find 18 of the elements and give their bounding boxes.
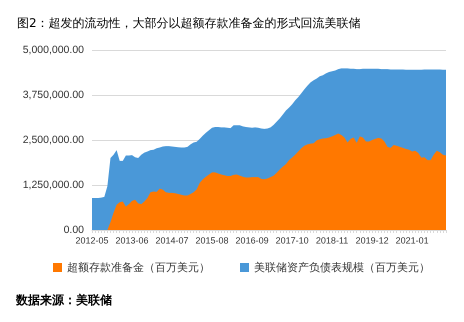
source-note: 数据来源：美联储 [15, 293, 112, 307]
legend-label: 美联储资产负债表规模（百万美元） [254, 261, 430, 274]
y-tick-label: 3,750,000.00 [22, 89, 84, 101]
x-tick-label: 2012-05 [75, 236, 109, 246]
chart-title: 图2：超发的流动性，大部分以超额存款准备金的形式回流美联储 [17, 16, 361, 30]
y-tick-label: 2,500,000.00 [22, 134, 84, 146]
y-tick-label: 5,000,000.00 [22, 44, 84, 56]
x-tick-label: 2019-12 [356, 236, 389, 246]
legend-label: 超额存款准备金（百万美元） [67, 261, 210, 274]
x-tick-label: 2016-09 [236, 236, 269, 246]
x-tick-label: 2018-11 [316, 236, 348, 246]
y-tick-label: 0.00 [64, 224, 84, 236]
y-tick-label: 1,250,000.00 [22, 179, 84, 191]
x-tick-label: 2015-08 [196, 236, 229, 246]
x-tick-label: 2013-06 [116, 236, 149, 246]
x-tick-label: 2014-07 [156, 236, 189, 246]
x-tick-label: 2021-01 [396, 236, 429, 246]
x-tick-label: 2017-10 [276, 236, 309, 246]
